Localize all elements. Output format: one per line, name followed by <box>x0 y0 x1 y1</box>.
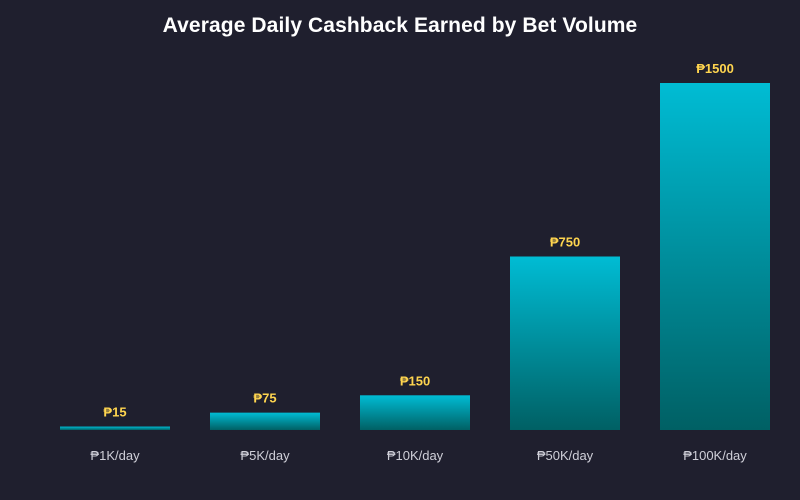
bars-layer <box>60 83 770 430</box>
bar-value-label-0: ₱15 <box>103 405 126 420</box>
x-tick-label-3: ₱50K/day <box>537 448 594 463</box>
chart-title: Average Daily Cashback Earned by Bet Vol… <box>162 14 638 37</box>
bar-4 <box>660 83 770 430</box>
bar-2 <box>360 395 470 430</box>
x-tick-label-2: ₱10K/day <box>387 448 444 463</box>
bar-0 <box>60 426 170 430</box>
bar-value-label-4: ₱1500 <box>696 61 734 76</box>
bar-value-label-2: ₱150 <box>400 373 430 388</box>
bar-1 <box>210 412 320 430</box>
x-tick-label-4: ₱100K/day <box>683 448 747 463</box>
x-tick-label-1: ₱5K/day <box>240 448 290 463</box>
bar-value-label-1: ₱75 <box>253 391 276 406</box>
labels-layer: ₱15 ₱1K/day ₱75 ₱5K/day ₱150 ₱10K/day ₱750 ₱50K… <box>90 61 747 463</box>
bar-3 <box>510 256 620 430</box>
x-tick-label-0: ₱1K/day <box>90 448 140 463</box>
bar-value-label-3: ₱750 <box>550 235 580 250</box>
